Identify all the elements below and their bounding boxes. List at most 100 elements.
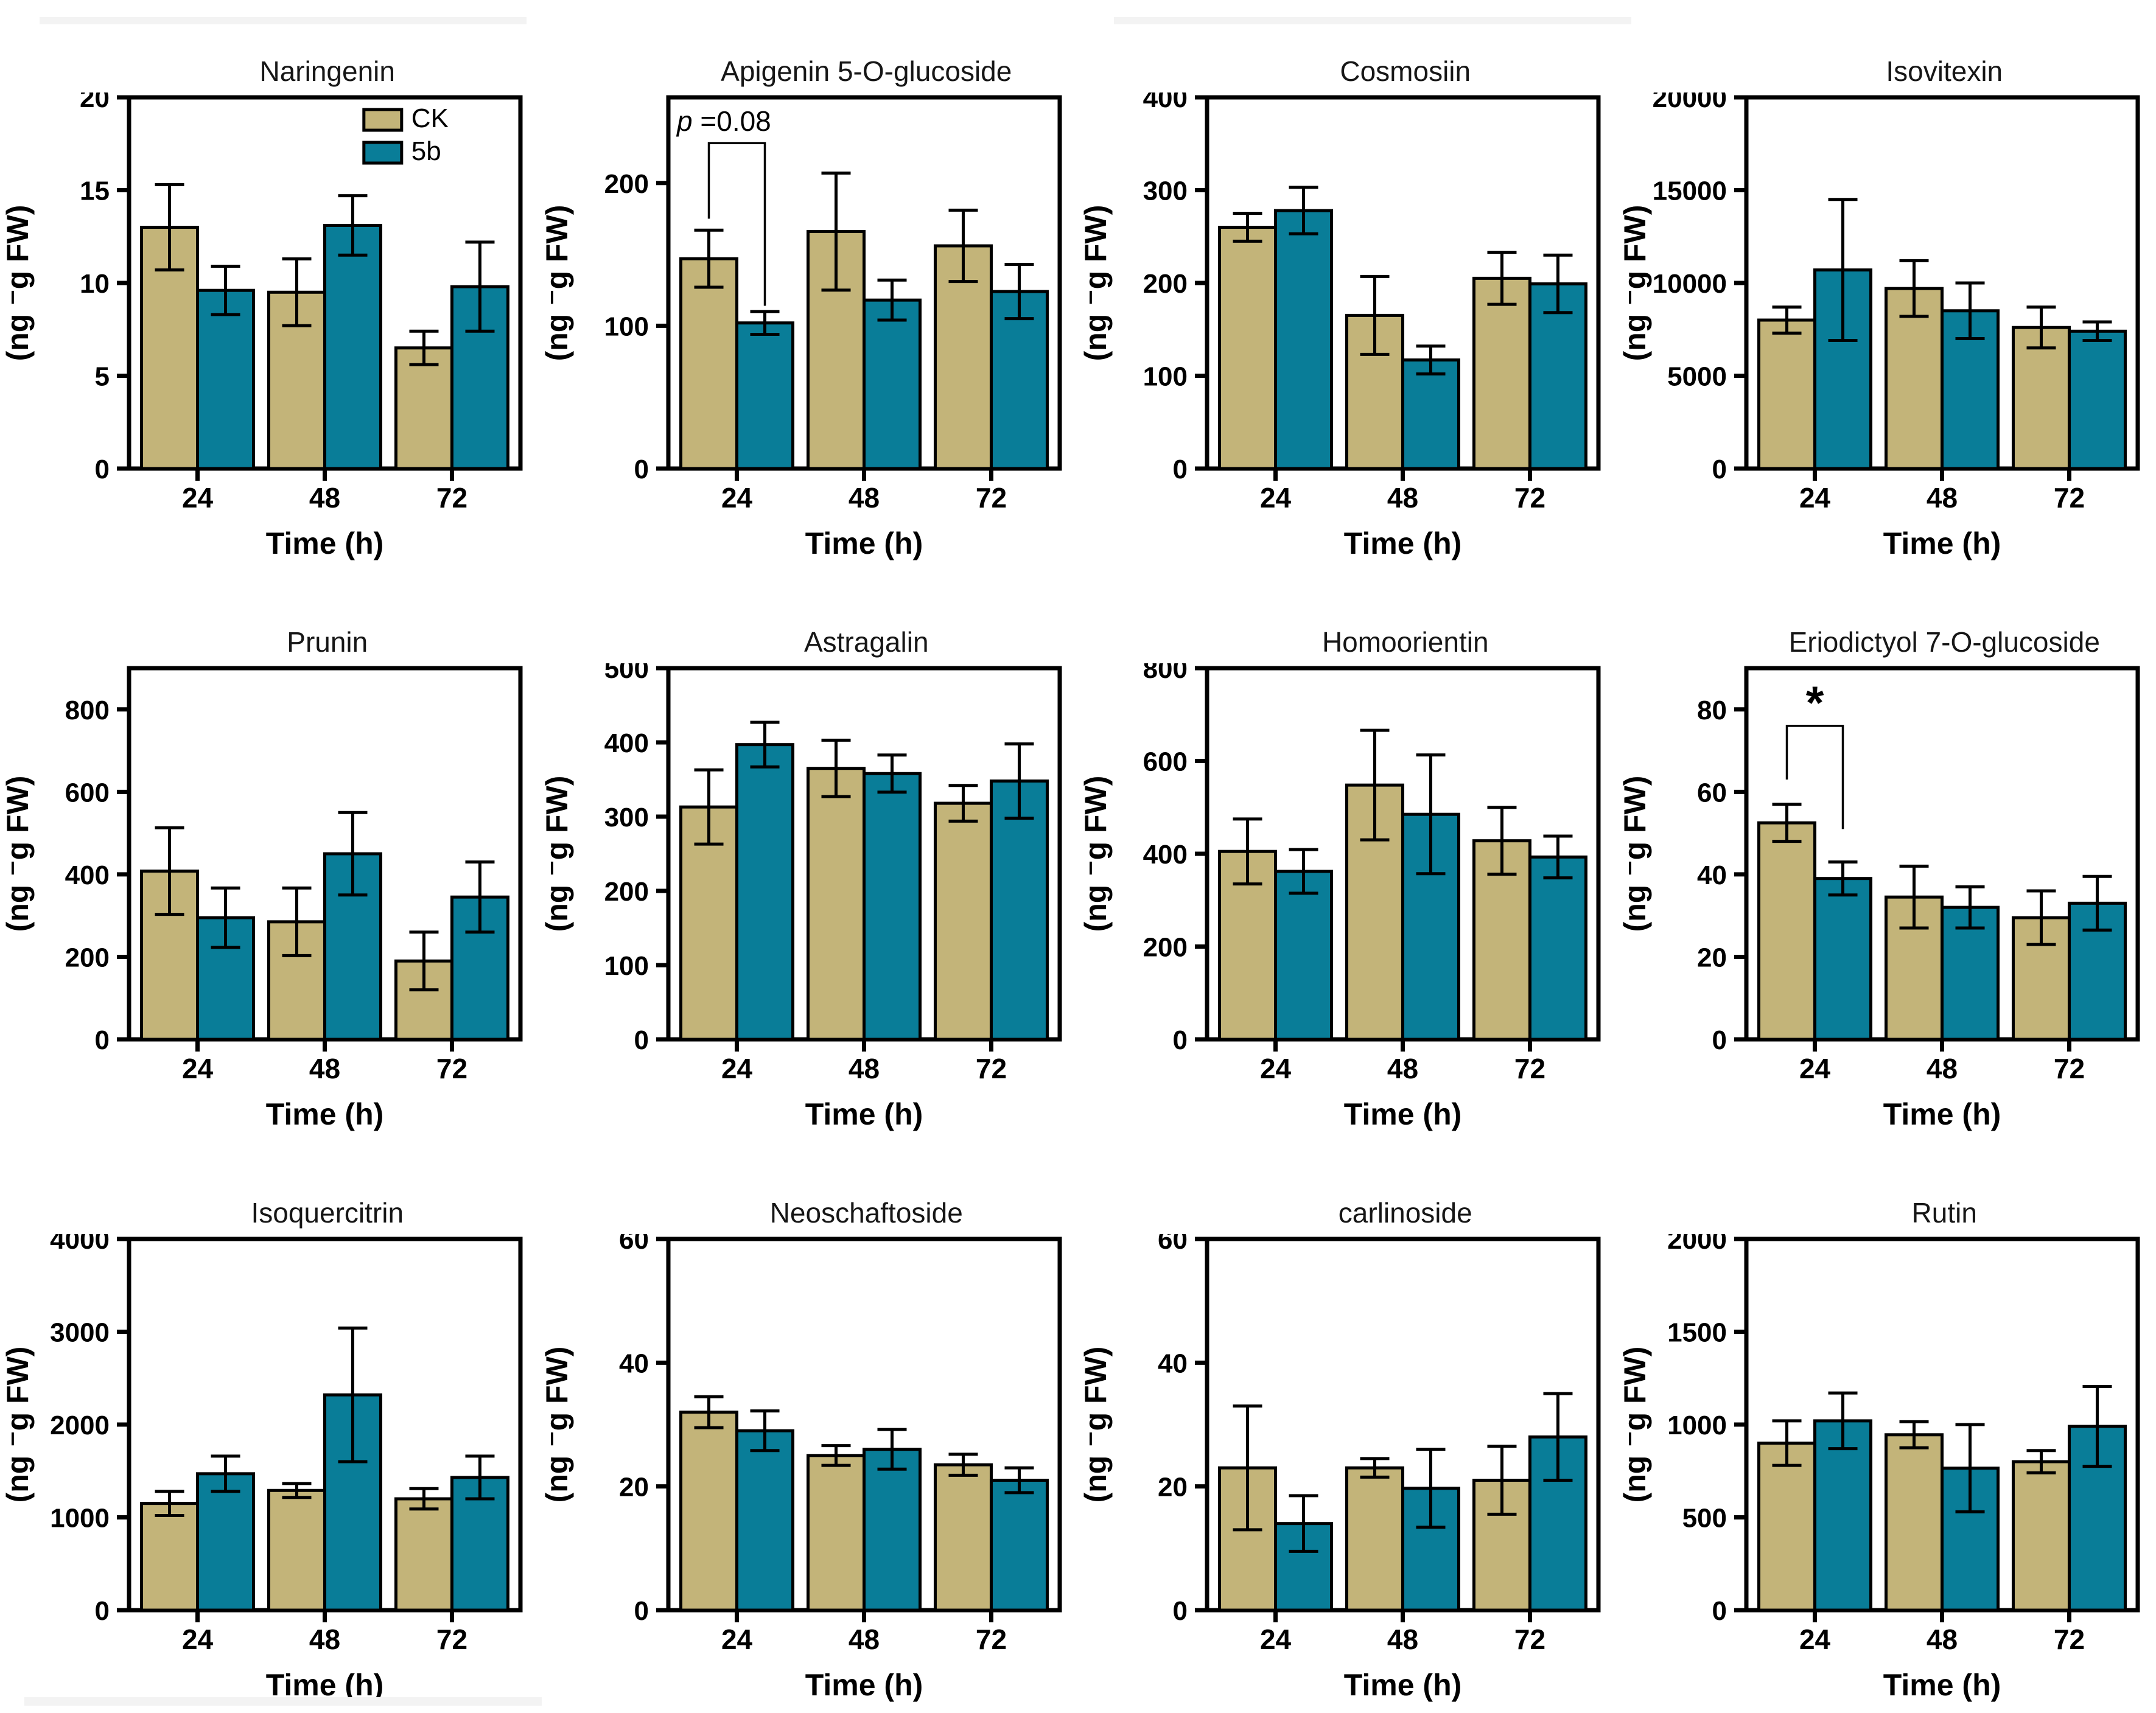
y-axis-label: (ng ⁻g FW) <box>1079 776 1113 932</box>
x-tick-label: 24 <box>721 1053 752 1084</box>
x-axis-label: Time (h) <box>805 526 923 560</box>
scan-artifact-strip <box>24 1697 542 1706</box>
bar-5b-24 <box>1813 877 1872 1041</box>
x-tick-label: 72 <box>2053 482 2084 514</box>
y-tick-label: 200 <box>65 943 110 972</box>
y-tick-label: 0 <box>1173 455 1188 484</box>
error-bar <box>282 886 312 957</box>
bar-5b-48 <box>1401 358 1460 470</box>
error-bar <box>1360 274 1390 356</box>
y-tick-label: 0 <box>1712 455 1726 484</box>
error-bar <box>1828 198 1858 343</box>
bar-5b-24 <box>1274 870 1334 1041</box>
x-axis: 24 48 72 <box>721 469 1007 514</box>
legend-label-CK: CK <box>411 103 449 133</box>
y-tick-label: 15000 <box>1652 176 1726 206</box>
chart-title: Rutin <box>1911 1197 1977 1229</box>
x-axis-label: Time (h) <box>1883 526 2001 560</box>
x-tick-label: 72 <box>436 1624 467 1655</box>
y-tick-label: 1500 <box>1667 1318 1727 1348</box>
x-tick-label: 24 <box>182 1624 214 1655</box>
error-bar <box>1543 253 1573 315</box>
chart-panel-carlinoside: carlinoside 0 20 40 60 24 48 72 (ng ⁻g FW) Time … <box>1078 1142 1617 1712</box>
x-tick-label: 24 <box>182 482 214 514</box>
bars <box>1757 1384 2127 1612</box>
error-bar <box>1772 305 1802 335</box>
bar-5b-24 <box>196 1472 256 1612</box>
error-bar <box>1360 1457 1390 1479</box>
error-bar <box>465 1454 495 1501</box>
y-tick-label: 0 <box>634 1025 648 1055</box>
x-tick-label: 48 <box>1926 482 1957 514</box>
x-axis-label: Time (h) <box>805 1097 923 1131</box>
error-bar <box>155 826 184 916</box>
y-tick-label: 1000 <box>50 1504 110 1533</box>
y-axis: 0 500 1000 1500 2000 <box>1667 1234 1746 1626</box>
x-axis-label: Time (h) <box>266 1668 384 1702</box>
error-bar <box>877 278 906 322</box>
y-tick-label: 400 <box>65 860 110 890</box>
x-axis-label: Time (h) <box>1344 1668 1462 1702</box>
chart-title: Neoschaftoside <box>769 1197 963 1229</box>
y-axis: 0 20 40 60 <box>1158 1234 1207 1626</box>
bar-5b-72 <box>2067 329 2127 470</box>
y-tick-label: 0 <box>95 455 110 484</box>
error-bar <box>2082 320 2112 343</box>
x-axis-label: Time (h) <box>1883 1097 2001 1131</box>
chart-title: Naringenin <box>259 55 395 87</box>
error-bar <box>465 240 495 333</box>
x-tick-label: 48 <box>1387 1053 1418 1084</box>
bar-5b-48 <box>862 772 922 1041</box>
y-tick-label: 100 <box>604 312 648 341</box>
x-tick-label: 72 <box>436 482 467 514</box>
eriodictyol-7-o-glucoside-chart: 0 20 40 60 80 24 48 72 (ng ⁻g FW) Time (h) * <box>1618 666 2140 1131</box>
error-bar <box>948 784 978 823</box>
x-axis: 24 48 72 <box>1799 1039 2085 1084</box>
y-tick-label: 500 <box>604 663 648 684</box>
bar-CK-48 <box>1884 1433 1944 1612</box>
chart-panel-neoschaftoside: Neoschaftoside 0 20 40 60 24 48 72 (ng ⁻g FW) Ti… <box>539 1142 1079 1712</box>
error-bar <box>282 257 312 327</box>
y-axis: 0 5 10 15 20 <box>80 92 129 484</box>
x-axis: 24 48 72 <box>1799 1610 2085 1655</box>
significance-bracket: * <box>1785 677 1844 829</box>
x-tick-label: 24 <box>721 1624 752 1655</box>
y-axis: 0 100 200 300 400 <box>1143 92 1207 484</box>
legend-swatch-CK <box>362 108 404 132</box>
bar-CK-24 <box>1218 226 1278 470</box>
x-axis-label: Time (h) <box>1344 1097 1462 1131</box>
y-axis-label: (ng ⁻g FW) <box>1618 1347 1652 1503</box>
bar-5b-48 <box>323 223 382 470</box>
error-bar <box>409 930 439 992</box>
significance-star: * <box>1805 677 1824 729</box>
y-axis: 0 200 400 600 800 <box>1143 663 1207 1055</box>
y-axis-label: (ng ⁻g FW) <box>1618 776 1652 932</box>
x-tick-label: 72 <box>2053 1624 2084 1655</box>
chart-title: Isovitexin <box>1886 55 2003 87</box>
y-tick-label: 0 <box>1712 1596 1726 1626</box>
y-tick-label: 200 <box>1143 933 1188 963</box>
y-axis: 0 100 200 <box>604 169 668 484</box>
y-axis-label: (ng ⁻g FW) <box>1 776 35 932</box>
prunin-chart: 0 200 400 600 800 24 48 72 (ng ⁻g FW) Time (h) <box>1 666 523 1131</box>
y-tick-label: 2000 <box>1667 1234 1727 1255</box>
bars <box>679 720 1049 1041</box>
x-tick-label: 24 <box>1799 1624 1830 1655</box>
bars <box>140 183 509 470</box>
y-tick-label: 0 <box>1712 1025 1726 1055</box>
y-tick-label: 200 <box>1143 269 1188 299</box>
chart-title: Isoquercitrin <box>251 1197 404 1229</box>
error-bar <box>155 1490 184 1517</box>
error-bar <box>282 1482 312 1499</box>
bar-CK-72 <box>1472 276 1531 470</box>
error-bar <box>1772 803 1802 843</box>
error-bar <box>2026 1449 2056 1474</box>
x-tick-label: 24 <box>1260 482 1292 514</box>
bar-5b-48 <box>862 298 922 470</box>
x-tick-label: 48 <box>309 1053 340 1084</box>
homoorientin-chart: 0 200 400 600 800 24 48 72 (ng ⁻g FW) Time (h) <box>1079 663 1601 1131</box>
error-bar <box>338 1326 368 1464</box>
y-tick-label: 200 <box>604 169 648 199</box>
x-tick-label: 24 <box>1799 482 1830 514</box>
bar-5b-72 <box>989 290 1049 470</box>
